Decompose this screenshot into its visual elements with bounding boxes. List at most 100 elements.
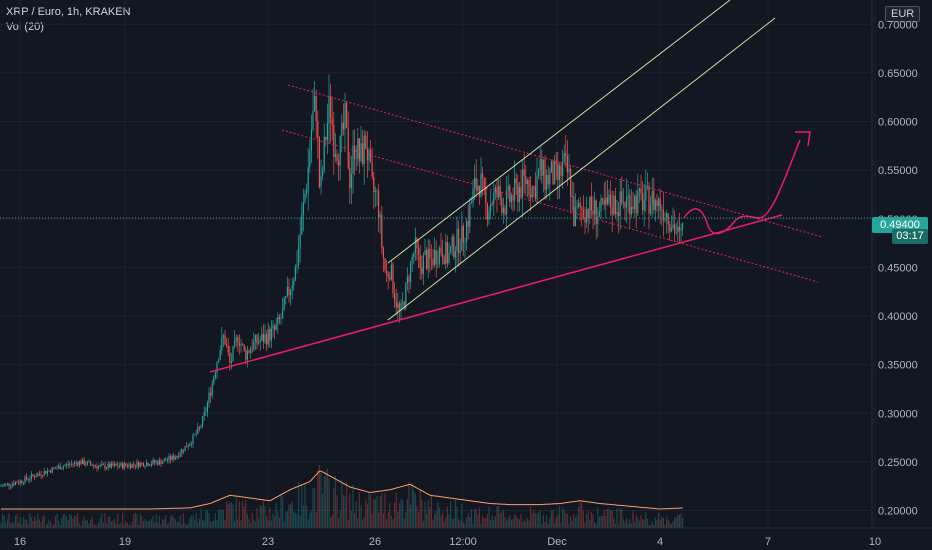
currency-button[interactable]: EUR [885,6,921,22]
candle-body [48,470,50,472]
y-tick-6: 0.40000 [878,311,918,323]
volume-bar [490,520,492,528]
candle-countdown-badge: 03:17 [892,229,928,244]
volume-bar [122,513,124,528]
candle-body [320,175,322,187]
volume-bar [530,506,532,528]
candle-body [162,461,164,465]
volume-bar [275,502,277,528]
volume-bar [134,512,136,528]
volume-bar [200,509,202,528]
volume-bar [482,516,484,528]
volume-bar [461,503,463,528]
volume-bar [91,516,93,528]
candle-body [466,221,468,242]
y-tick-7: 0.35000 [878,360,918,372]
chart-title: XRP / Euro, 1h, KRAKEN [6,6,131,18]
candle-body [182,449,184,452]
candle-body [445,241,447,265]
volume-bar [203,520,205,528]
candle-body [557,163,559,180]
candle-body [678,226,680,231]
candle-body [264,334,266,343]
candle-body [616,211,618,215]
forecast-path[interactable] [683,139,801,235]
candle-body [474,178,476,188]
candle-body [147,463,149,466]
volume-bar [534,513,536,528]
volume-bar [491,515,493,528]
volume-bar [418,512,420,528]
volume-bar [128,524,130,528]
volume-bar [650,525,652,528]
candle-body [306,190,308,194]
candle-body [514,178,516,201]
volume-bar [322,493,324,528]
candle-body [413,253,415,257]
candle-body [504,207,506,215]
volume-bar [421,499,423,528]
volume-bar [579,502,581,528]
candle-body [216,362,218,373]
candle-body [518,186,520,202]
volume-bar [298,481,300,528]
candle-body [22,482,24,484]
candle-body [558,165,560,180]
volume-bar [179,515,181,528]
volume-bar [166,524,168,528]
volume-bar [202,519,204,528]
candle-body [262,334,264,343]
candle-body [243,344,245,351]
volume-bar [432,519,434,528]
candle-body [157,461,159,465]
volume-bar [589,519,591,528]
candle-body [26,476,28,480]
candle-body [482,173,484,178]
candle-body [501,198,503,214]
channel-lower[interactable] [387,17,776,321]
candle-body [178,455,180,457]
volume-bar [250,523,252,528]
candle-body [651,191,653,205]
candle-body [59,465,61,470]
candle-body [614,195,616,215]
volume-bar [602,516,604,528]
support-trendline[interactable] [209,214,783,373]
resistance-upper-dotted[interactable] [287,84,823,238]
candle-body [222,335,224,337]
volume-bar [82,520,84,528]
volume-bar [672,521,674,528]
volume-bar [154,522,156,528]
candle-body [603,199,605,205]
resistance-lower-dotted[interactable] [281,129,819,283]
candle-body [78,461,80,466]
volume-bar [24,519,26,528]
volume-bar [635,515,637,528]
candle-body [56,468,58,469]
volume-bar [555,517,557,528]
candle-body [338,161,340,166]
volume-bar [570,516,572,528]
candle-body [418,248,420,255]
volume-bar [226,501,228,528]
volume-bar [462,522,464,528]
candle-body [661,209,663,211]
candle-body [488,211,490,220]
volume-bar [533,510,535,528]
volume-bar [198,519,200,528]
volume-bar [638,520,640,528]
candle-body [432,258,434,266]
volume-bar [474,509,476,528]
volume-bar [466,517,468,528]
channel-upper[interactable] [387,0,731,264]
volume-bar [90,519,92,528]
candle-body [213,377,215,384]
candle-body [214,372,216,378]
candle-body [168,456,170,460]
volume-bar [237,519,239,528]
volume-bar [531,513,533,528]
candle-body [138,461,140,467]
candle-body [128,464,130,467]
candle-body [653,191,655,211]
